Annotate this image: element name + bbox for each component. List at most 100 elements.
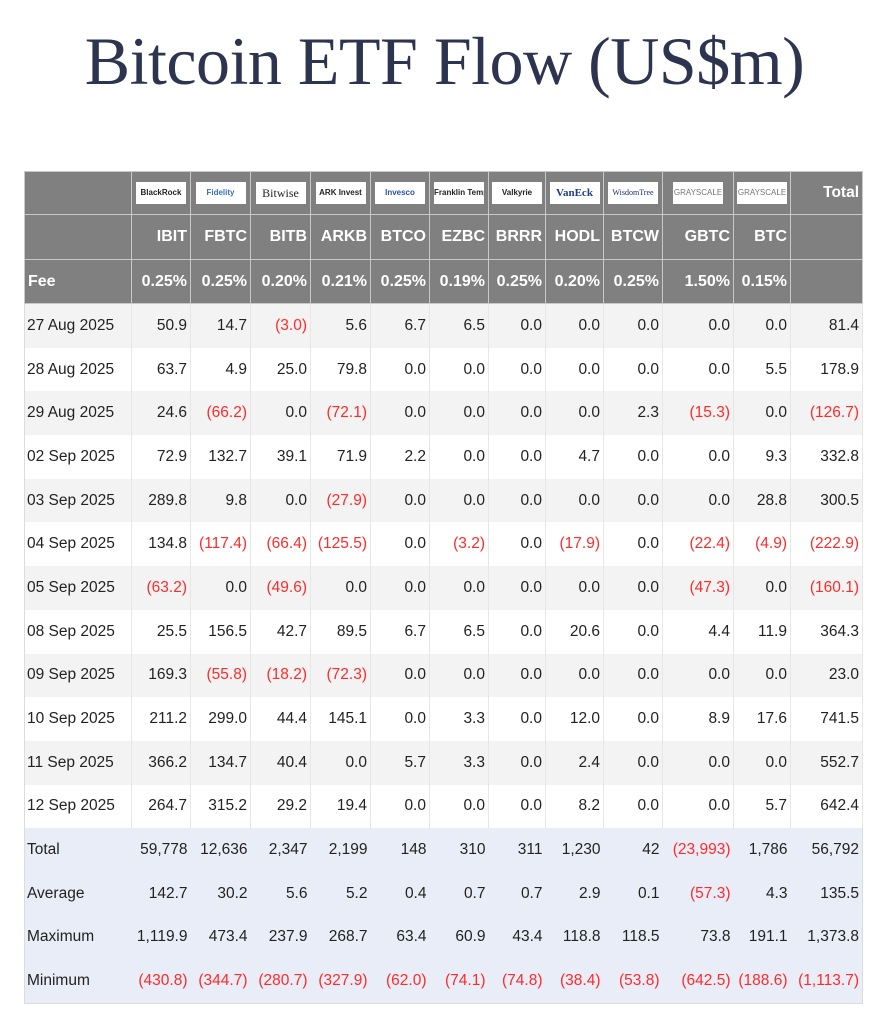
fee-cell: 0.20%: [250, 259, 311, 304]
flow-cell: 0.0: [370, 391, 430, 436]
date-cell: 03 Sep 2025: [24, 478, 132, 523]
table-row: 12 Sep 2025 264.7 315.2 29.2 19.4 0.0 0.0 0.0 8.…: [24, 784, 863, 829]
summary-cell: (344.7): [190, 959, 251, 1004]
flow-cell: 29.2: [250, 784, 311, 829]
ark-invest-logo: ARK Invest: [315, 182, 366, 204]
summary-cell: 1,786: [733, 828, 791, 872]
flow-cell: 332.8: [790, 435, 863, 479]
flow-cell: 145.1: [310, 697, 371, 741]
summary-cell: (53.8): [603, 959, 663, 1004]
flow-cell: (66.4): [250, 522, 311, 567]
summary-row: Average 142.7 30.2 5.6 5.2 0.4 0.7 0.7 2.9 0.1 (57…: [24, 871, 863, 916]
table-row: 08 Sep 2025 25.5 156.5 42.7 89.5 6.7 6.5 0.0 20.…: [24, 609, 863, 654]
flow-cell: 178.9: [790, 347, 863, 392]
ticker-header: BTC: [733, 214, 791, 260]
flow-cell: 0.0: [662, 303, 734, 348]
summary-label: Maximum: [24, 915, 132, 960]
flow-cell: 5.5: [733, 347, 791, 392]
flow-cell: 0.0: [603, 347, 663, 392]
summary-cell: (327.9): [310, 959, 371, 1004]
issuer-cell: Fidelity: [190, 171, 251, 215]
summary-cell: (280.7): [250, 959, 311, 1004]
flow-cell: 63.7: [131, 347, 191, 392]
date-cell: 12 Sep 2025: [24, 784, 132, 829]
summary-cell: 0.7: [488, 871, 546, 916]
flow-cell: 132.7: [190, 435, 251, 479]
flow-cell: 0.0: [429, 478, 489, 523]
flow-cell: 0.0: [429, 653, 489, 698]
flow-cell: 0.0: [488, 784, 546, 829]
flow-cell: (3.0): [250, 303, 311, 348]
fee-cell: 0.25%: [603, 259, 663, 304]
flow-cell: (18.2): [250, 653, 311, 698]
flow-cell: (27.9): [310, 478, 371, 523]
summary-cell: 1,119.9: [131, 915, 191, 960]
flow-cell: 0.0: [603, 740, 663, 785]
page-title: Bitcoin ETF Flow (US$m): [84, 23, 805, 99]
flow-cell: 289.8: [131, 478, 191, 523]
ticker-header: ARKB: [310, 214, 371, 260]
summary-cell: 191.1: [733, 915, 791, 960]
flow-cell: 6.5: [429, 609, 489, 654]
flow-cell: 0.0: [429, 784, 489, 829]
date-cell: 02 Sep 2025: [24, 435, 132, 479]
fidelity-logo: Fidelity: [195, 182, 246, 204]
summary-cell: (38.4): [545, 959, 604, 1004]
summary-label: Total: [24, 828, 132, 872]
flow-cell: (125.5): [310, 522, 371, 567]
flow-cell: 6.7: [370, 609, 430, 654]
flow-cell: 0.0: [603, 609, 663, 654]
fee-cell: 0.25%: [190, 259, 251, 304]
flow-cell: 8.2: [545, 784, 604, 829]
ticker-row: IBIT FBTC BITB ARKB BTCO EZBC BRRR HODL BTCW GBTC…: [24, 214, 863, 260]
flow-cell: 0.0: [545, 478, 604, 523]
summary-cell: 63.4: [370, 915, 430, 960]
flow-cell: 14.7: [190, 303, 251, 348]
flow-cell: 6.7: [370, 303, 430, 348]
issuer-cell: BlackRock: [131, 171, 191, 215]
flow-cell: 5.7: [733, 784, 791, 829]
flow-cell: (222.9): [790, 522, 863, 567]
issuer-cell: GRAYSCALE: [733, 171, 791, 215]
flow-cell: 0.0: [733, 566, 791, 610]
summary-row: Maximum 1,119.9 473.4 237.9 268.7 63.4 60.9 43.…: [24, 915, 863, 960]
ticker-header: IBIT: [131, 214, 191, 260]
fee-row: Fee 0.25% 0.25% 0.20% 0.21% 0.25% 0.19% 0.25% 0.…: [24, 259, 863, 304]
flow-cell: 0.0: [488, 303, 546, 348]
flow-cell: 4.7: [545, 435, 604, 479]
ticker-header: FBTC: [190, 214, 251, 260]
corner-cell: [24, 214, 132, 260]
wisdomtree-logo: WisdomTree: [608, 182, 658, 204]
ticker-header: BTCW: [603, 214, 663, 260]
flow-cell: 25.5: [131, 609, 191, 654]
date-cell: 29 Aug 2025: [24, 391, 132, 436]
flow-cell: 72.9: [131, 435, 191, 479]
summary-cell: 30.2: [190, 871, 251, 916]
grayscale-logo: GRAYSCALE: [673, 182, 723, 204]
summary-cell: (57.3): [662, 871, 734, 916]
summary-cell: 2,347: [250, 828, 311, 872]
flow-cell: (47.3): [662, 566, 734, 610]
flow-cell: 79.8: [310, 347, 371, 392]
summary-cell: 12,636: [190, 828, 251, 872]
corner-cell: [24, 171, 132, 215]
flow-cell: 40.4: [250, 740, 311, 785]
flow-cell: 5.6: [310, 303, 371, 348]
flow-cell: 6.5: [429, 303, 489, 348]
fee-cell: 1.50%: [662, 259, 734, 304]
ticker-header: HODL: [545, 214, 604, 260]
flow-cell: 4.4: [662, 609, 734, 654]
flow-cell: 0.0: [603, 435, 663, 479]
flow-cell: 19.4: [310, 784, 371, 829]
issuer-cell: ARK Invest: [310, 171, 371, 215]
flow-cell: (49.6): [250, 566, 311, 610]
bitwise-logo: Bitwise: [255, 182, 306, 204]
flow-cell: 0.0: [662, 347, 734, 392]
flow-cell: 0.0: [662, 653, 734, 698]
grayscale-logo: GRAYSCALE: [737, 182, 787, 204]
fee-cell: 0.20%: [545, 259, 604, 304]
table-row: 29 Aug 2025 24.6 (66.2) 0.0 (72.1) 0.0 0.0 0.0 0…: [24, 391, 863, 436]
summary-cell: 42: [603, 828, 663, 872]
flow-cell: 0.0: [488, 653, 546, 698]
flow-cell: (117.4): [190, 522, 251, 567]
